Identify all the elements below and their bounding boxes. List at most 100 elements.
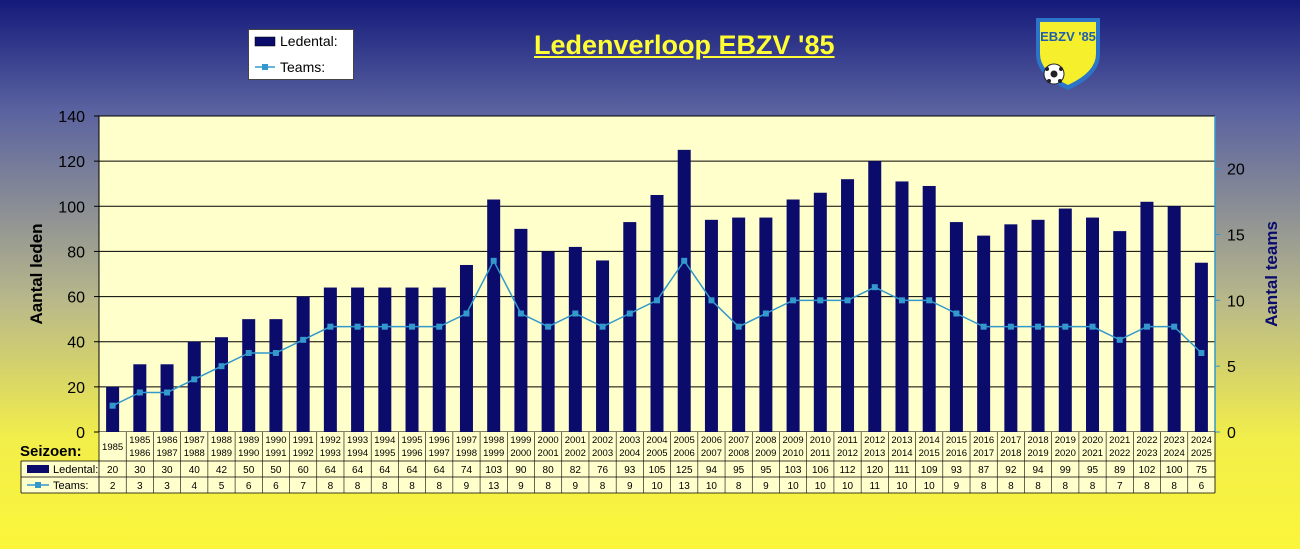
x-tick-label: 2017 xyxy=(1000,435,1021,446)
x-tick-label: 1990 xyxy=(238,448,259,459)
x-tick-label: 2011 xyxy=(810,448,830,459)
teams-point xyxy=(844,297,851,304)
y2-tick-label: 10 xyxy=(1227,293,1245,310)
bar xyxy=(1167,206,1181,432)
ledental-value: 20 xyxy=(107,465,119,476)
teams-point xyxy=(790,297,797,304)
teams-value: 10 xyxy=(842,481,854,492)
x-tick-label: 2014 xyxy=(919,435,940,446)
teams-value: 13 xyxy=(679,481,691,492)
ledental-value: 95 xyxy=(733,465,745,476)
teams-point xyxy=(1116,336,1123,343)
x-tick-label: 2001 xyxy=(538,448,559,459)
x-tick-label: 1995 xyxy=(401,435,422,446)
teams-point xyxy=(1062,323,1069,330)
y-tick-label: 120 xyxy=(58,154,85,171)
bar xyxy=(1194,262,1208,432)
table-ledental-label: Ledental: xyxy=(53,464,98,476)
x-tick-label: 2020 xyxy=(1055,448,1076,459)
ledental-value: 42 xyxy=(216,465,228,476)
x-tick-label: 2003 xyxy=(619,435,640,446)
x-tick-label: 2012 xyxy=(864,435,885,446)
teams-value: 10 xyxy=(788,481,800,492)
ledental-value: 64 xyxy=(434,465,446,476)
ledental-value: 87 xyxy=(978,465,990,476)
y2-tick-label: 5 xyxy=(1227,359,1236,376)
x-tick-label: 2006 xyxy=(701,435,722,446)
teams-point xyxy=(871,284,878,291)
x-tick-label: 2007 xyxy=(728,435,749,446)
table-legend-marker-swatch xyxy=(35,482,41,488)
teams-point xyxy=(409,323,416,330)
teams-value: 7 xyxy=(300,481,306,492)
ledental-value: 106 xyxy=(812,465,829,476)
y2-axis-label: Aantal teams xyxy=(1262,221,1281,327)
x-tick-label: 1986 xyxy=(129,448,150,459)
ledental-value: 95 xyxy=(1087,465,1099,476)
x-tick-label: 1994 xyxy=(374,435,395,446)
bar xyxy=(187,341,201,432)
teams-value: 8 xyxy=(328,481,334,492)
bar xyxy=(459,264,473,432)
teams-point xyxy=(545,323,552,330)
ledental-value: 94 xyxy=(1033,465,1045,476)
x-tick-label: 2008 xyxy=(755,435,776,446)
ledental-value: 64 xyxy=(352,465,364,476)
teams-point xyxy=(109,402,116,409)
y-tick-label: 60 xyxy=(67,290,85,307)
bar xyxy=(160,364,174,432)
bar xyxy=(868,161,882,432)
legend-symbols xyxy=(254,36,276,70)
x-tick-label: 1988 xyxy=(184,448,205,459)
x-tick-label: 1998 xyxy=(483,435,504,446)
teams-point xyxy=(762,310,769,317)
x-tick-label: 2024 xyxy=(1164,448,1185,459)
ledental-value: 40 xyxy=(189,465,201,476)
ledental-value: 92 xyxy=(1005,465,1017,476)
ledental-value: 102 xyxy=(1139,465,1156,476)
x-tick-label: 2005 xyxy=(646,448,667,459)
teams-value: 8 xyxy=(736,481,742,492)
teams-point xyxy=(926,297,933,304)
legend-teams: Teams: xyxy=(280,59,326,75)
teams-value: 9 xyxy=(954,481,960,492)
x-tick-label: 2000 xyxy=(538,435,559,446)
x-tick-label: 1987 xyxy=(156,448,177,459)
teams-value: 8 xyxy=(981,481,987,492)
bar xyxy=(949,222,963,432)
bar xyxy=(841,179,855,432)
teams-value: 9 xyxy=(464,481,470,492)
x-tick-label: 1990 xyxy=(265,435,286,446)
bar xyxy=(895,181,909,432)
bar xyxy=(813,192,827,432)
y-tick-label: 100 xyxy=(58,199,85,216)
x-tick-label: 2006 xyxy=(674,448,695,459)
x-tick-label: 2014 xyxy=(891,448,912,459)
teams-point xyxy=(1143,323,1150,330)
bar xyxy=(568,246,582,432)
table-legend-bar-swatch xyxy=(27,465,49,473)
teams-value: 10 xyxy=(896,481,908,492)
ledental-value: 75 xyxy=(1196,465,1208,476)
ledental-value: 82 xyxy=(570,465,582,476)
x-tick-label: 2016 xyxy=(973,435,994,446)
y2-tick-label: 20 xyxy=(1227,162,1245,179)
x-tick-label: 1992 xyxy=(293,448,314,459)
y-tick-label: 20 xyxy=(67,380,85,397)
bar xyxy=(269,319,283,432)
x-tick-label: 1996 xyxy=(429,435,450,446)
x-tick-label: 2022 xyxy=(1136,435,1157,446)
bar xyxy=(596,260,610,432)
ledental-value: 103 xyxy=(785,465,802,476)
x-tick-label: 2021 xyxy=(1082,448,1103,459)
ledental-value: 64 xyxy=(406,465,418,476)
bar xyxy=(405,287,419,432)
ledental-value: 30 xyxy=(161,465,173,476)
ledental-value: 99 xyxy=(1060,465,1072,476)
bar xyxy=(514,228,528,432)
y-axis-label: Aantal leden xyxy=(27,223,46,324)
x-tick-label: 2004 xyxy=(646,435,667,446)
bar xyxy=(323,287,337,432)
x-tick-label: 2011 xyxy=(837,435,857,446)
bar xyxy=(650,195,664,432)
